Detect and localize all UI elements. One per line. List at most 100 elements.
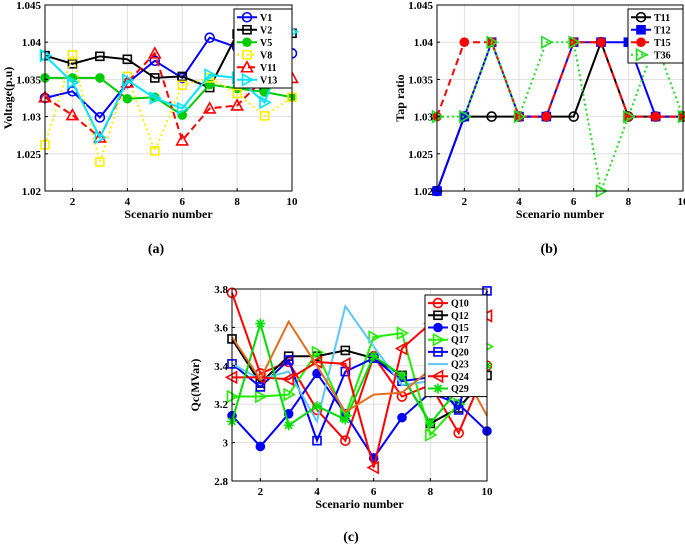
legend-label: V2 [260, 25, 272, 36]
data-point [255, 389, 268, 404]
data-point [596, 37, 606, 48]
x-tick-label: 2 [462, 196, 468, 208]
legend-label: T15 [654, 38, 671, 49]
data-point [94, 130, 108, 145]
data-point [568, 35, 581, 50]
data-point [394, 341, 408, 356]
data-point [541, 111, 552, 122]
legend-marker [635, 11, 647, 23]
legend-marker [241, 11, 253, 23]
data-point [149, 146, 160, 156]
data-point [568, 111, 579, 122]
legend-item: V5 [237, 37, 272, 49]
data-point [340, 435, 351, 446]
x-tick-label: 8 [234, 196, 240, 208]
y-tick-label: 1.035 [16, 74, 41, 86]
data-point [486, 111, 497, 122]
legend-marker [430, 369, 444, 384]
data-point [95, 157, 105, 167]
legend-item: Q24 [428, 369, 469, 384]
data-point [340, 345, 351, 356]
legend-label: V11 [260, 63, 277, 74]
legend-marker [433, 347, 443, 357]
x-tick-label: 4 [314, 486, 320, 498]
legend-item: V1 [237, 11, 272, 24]
x-tick-label: 4 [125, 196, 131, 208]
panel-caption: (c) [343, 530, 359, 545]
data-point [541, 35, 554, 50]
x-tick-label: 8 [626, 196, 632, 208]
data-point [396, 326, 410, 341]
data-point [368, 330, 381, 344]
legend-item: T12 [631, 24, 671, 36]
legend-label: V5 [260, 38, 272, 49]
x-tick-label: 6 [179, 196, 185, 208]
y-tick-label: 3.4 [214, 361, 228, 373]
y-tick-label: 1.035 [408, 74, 433, 86]
legend-marker [433, 383, 443, 394]
series-line [437, 39, 684, 195]
legend-marker [635, 47, 649, 62]
series-line [436, 41, 683, 118]
x-axis-label: Scenario number [516, 207, 605, 221]
data-point [67, 75, 80, 90]
data-point [93, 130, 107, 143]
axes-frame [436, 4, 684, 192]
series-q17 [226, 326, 495, 442]
series-line [231, 338, 488, 425]
legend-label: V8 [260, 50, 272, 61]
legend-label: V13 [260, 75, 277, 86]
legend-label: Q29 [451, 384, 469, 395]
y-tick-label: 3.2 [214, 399, 228, 411]
y-tick-label: 1.025 [408, 149, 433, 161]
y-tick-label: 3 [223, 438, 229, 450]
y-tick-label: 1.04 [22, 37, 42, 49]
legend-item: Q23 [428, 360, 469, 371]
y-tick-label: 1.045 [408, 0, 433, 12]
data-point [425, 428, 438, 442]
data-point [623, 109, 636, 124]
data-point [486, 35, 499, 50]
legend-marker [242, 24, 252, 35]
x-tick-label: 2 [258, 486, 264, 498]
data-point [397, 370, 407, 381]
legend-item: V2 [237, 24, 272, 36]
series-line [231, 319, 488, 427]
x-tick-label: 10 [287, 196, 299, 208]
data-point [283, 420, 294, 431]
y-tick-label: 3.8 [214, 284, 228, 296]
panel-caption: (a) [148, 242, 165, 257]
data-point [149, 73, 160, 83]
x-axis-label: Scenario number [315, 497, 404, 511]
legend-label: Q24 [451, 372, 469, 383]
legend-item: T11 [631, 11, 670, 24]
legend-marker [242, 37, 252, 48]
data-point [67, 50, 78, 60]
legend-marker [636, 37, 646, 48]
data-point [312, 435, 322, 446]
legend-item: V8 [237, 49, 272, 61]
data-point [176, 101, 190, 116]
data-point [122, 54, 133, 65]
legend-item: Q20 [428, 347, 469, 358]
legend-item: Q17 [428, 332, 469, 347]
legend-marker [636, 24, 646, 35]
data-point [338, 357, 351, 371]
series-line [44, 51, 292, 143]
data-point [65, 107, 80, 121]
data-point [459, 109, 472, 124]
y-tick-label: 1.025 [16, 149, 41, 161]
legend-label: Q23 [451, 360, 469, 371]
data-point [94, 112, 106, 123]
y-tick-label: 2.8 [214, 476, 228, 488]
data-point [425, 418, 436, 429]
legend-item: Q10 [428, 297, 469, 310]
data-point [122, 93, 133, 104]
data-point [255, 382, 266, 392]
legend-label: T36 [654, 50, 671, 61]
data-point [230, 98, 244, 111]
